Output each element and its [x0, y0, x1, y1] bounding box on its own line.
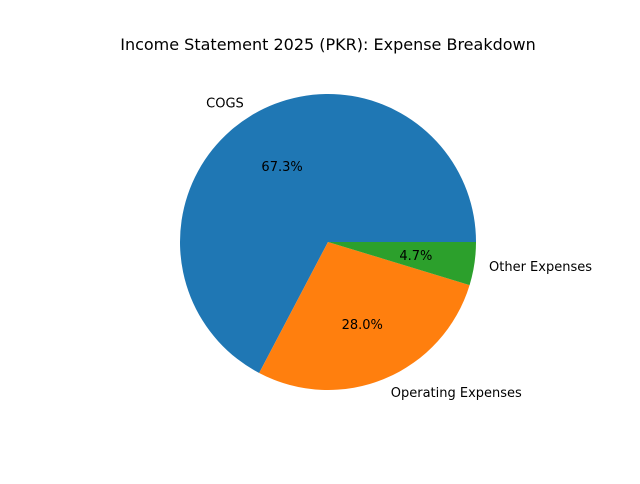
pie-labels: COGS 67.3% Operating Expenses 28.0% Other Ex… [206, 97, 592, 402]
pie-slices [180, 93, 477, 390]
slice-pct-other-expenses: 4.7% [399, 249, 432, 264]
slice-label-other-expenses: Other Expenses [489, 260, 592, 275]
pie-slice-cogs [180, 93, 477, 374]
slice-label-cogs: COGS [206, 97, 244, 112]
slice-label-operating-expenses: Operating Expenses [391, 386, 522, 401]
pie-slice-other-expenses [328, 242, 476, 286]
slice-pct-cogs: 67.3% [261, 160, 302, 175]
slice-pct-operating-expenses: 28.0% [342, 318, 383, 333]
chart-title: Income Statement 2025 (PKR): Expense Bre… [120, 35, 536, 54]
pie-slice-operating-expenses [259, 242, 470, 390]
